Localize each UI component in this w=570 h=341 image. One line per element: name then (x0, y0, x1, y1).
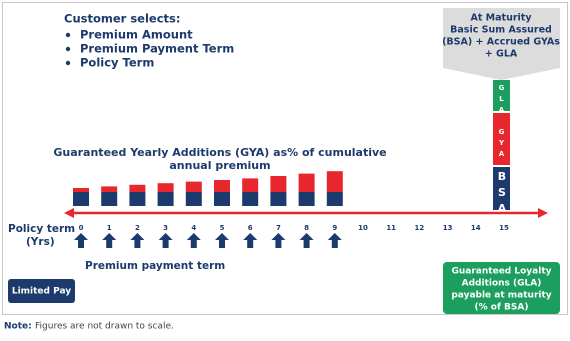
premium-arrow (158, 233, 173, 248)
tick-label: 6 (248, 224, 253, 232)
tick-label: 5 (220, 224, 225, 232)
tick-label: 10 (358, 224, 368, 232)
customer-item: Policy Term (80, 56, 154, 70)
gya-bar (270, 176, 287, 192)
timeline-arrow (538, 208, 548, 218)
premium-bar (214, 192, 230, 206)
limited-pay-label: Limited Pay (12, 287, 71, 297)
bsa-label: BSA (496, 170, 509, 218)
tick-label: 12 (415, 224, 425, 232)
tick-label: 14 (471, 224, 481, 232)
premium-arrow (299, 233, 314, 248)
gya-bar (298, 173, 315, 192)
gla-box-line: Guaranteed Loyalty (452, 267, 552, 277)
premium-arrow (327, 233, 342, 248)
timeline-arrow (64, 208, 74, 218)
maturity-box (443, 8, 560, 80)
tick-label: 9 (332, 224, 337, 232)
premium-bar (242, 192, 259, 206)
customer-item: Premium Payment Term (80, 42, 234, 56)
gya-bar (326, 171, 343, 192)
premium-bar (298, 192, 315, 206)
premium-bar (326, 192, 343, 206)
tick-label: 3 (163, 224, 168, 232)
premium-bar (270, 192, 287, 206)
tick-label: 1 (107, 224, 112, 232)
gya-bar (73, 188, 89, 192)
premium-bar (101, 192, 118, 206)
gla-box-line: payable at maturity (451, 291, 551, 301)
premium-bar (129, 192, 146, 206)
gla-box-line: (% of BSA) (475, 303, 529, 313)
gya-title: annual premium (169, 159, 270, 172)
bsa-block (493, 167, 510, 210)
tick-label: 4 (191, 224, 196, 232)
gla-box-line: Additions (GLA) (462, 279, 542, 289)
bullet (65, 46, 71, 52)
gla-block (493, 80, 510, 111)
frame (2, 2, 568, 315)
gya-block (493, 113, 510, 165)
premium-bar (157, 192, 174, 206)
maturity-line: Basic Sum Assured (450, 25, 552, 36)
limited-pay-box (8, 279, 75, 303)
bullet (65, 32, 71, 38)
tick-label: 0 (79, 224, 84, 232)
bullet (65, 60, 71, 66)
premium-arrow (271, 233, 286, 248)
maturity-line: (BSA) + Accrued GYAs (442, 37, 560, 48)
premium-bar (185, 192, 202, 206)
premium-term-label: Premium payment term (85, 260, 225, 272)
tick-label: 8 (304, 224, 309, 232)
maturity-line: + GLA (485, 49, 518, 60)
premium-arrow (186, 233, 201, 248)
note-text: Figures are not drawn to scale. (35, 322, 174, 332)
timeline-label: (Yrs) (26, 236, 55, 248)
gya-bar (129, 184, 146, 192)
gya-bar (185, 181, 202, 192)
gya-label: GYA (498, 128, 506, 161)
gya-bar (242, 178, 259, 192)
note-label: Note: (4, 322, 32, 332)
tick-label: 2 (135, 224, 140, 232)
gya-bar (214, 180, 230, 192)
premium-arrow (243, 233, 258, 248)
customer-item: Premium Amount (80, 28, 193, 42)
customer-heading: Customer selects: (64, 12, 180, 26)
tick-label: 11 (386, 224, 396, 232)
gla-box (443, 262, 560, 314)
tick-label: 7 (276, 224, 281, 232)
gya-bar (101, 186, 118, 192)
premium-bar (73, 192, 89, 206)
premium-arrow (102, 233, 117, 248)
tick-label: 13 (443, 224, 453, 232)
timeline-label: Policy term (8, 223, 75, 235)
gya-bar (157, 183, 174, 192)
tick-label: 15 (499, 224, 509, 232)
premium-arrow (215, 233, 229, 248)
gya-title: Guaranteed Yearly Additions (GYA) as% of… (53, 146, 386, 159)
maturity-line: At Maturity (470, 13, 532, 24)
premium-arrow (74, 233, 88, 248)
premium-arrow (130, 233, 145, 248)
gla-label: GLA (498, 84, 506, 117)
